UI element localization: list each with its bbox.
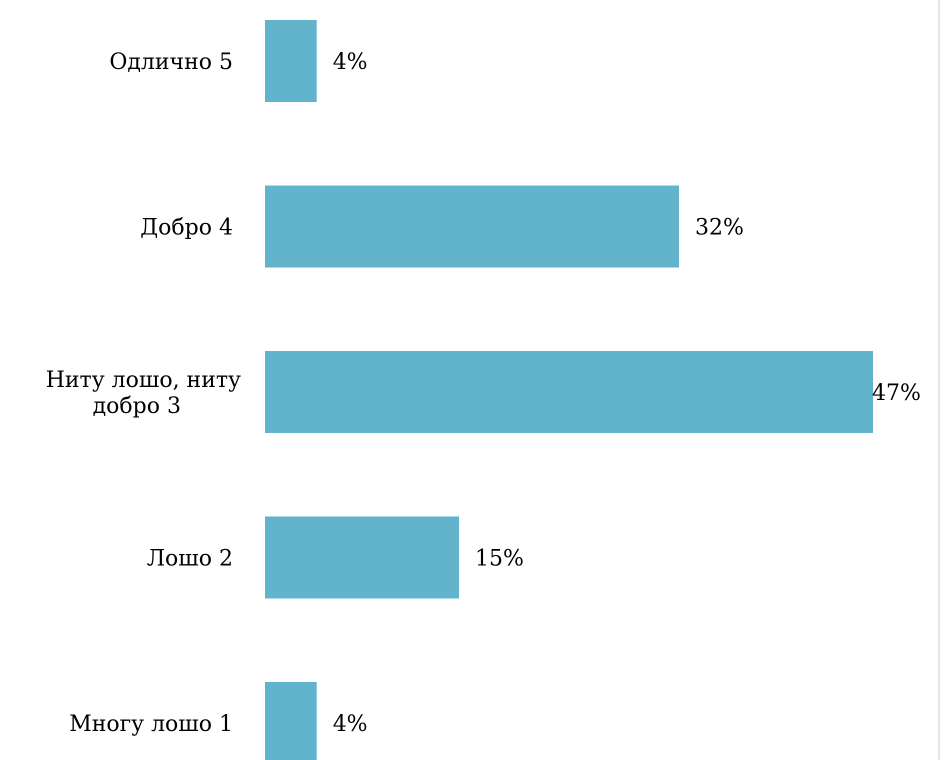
- bar-4: [265, 516, 459, 599]
- category-label-2: Добро 4: [140, 216, 233, 241]
- bar-1: [265, 20, 317, 102]
- category-label-3-line-2: добро 3: [93, 394, 181, 419]
- value-label-5: 4%: [333, 712, 368, 737]
- frame-right-border: [938, 0, 940, 760]
- category-label-4: Лошо 2: [147, 547, 233, 572]
- value-label-2: 32%: [695, 216, 744, 241]
- category-label-5: Многу лошо 1: [69, 712, 233, 737]
- bar-5: [265, 682, 317, 760]
- category-label-1: Одлично 5: [109, 50, 233, 75]
- category-label-4-line-1: Лошо 2: [147, 547, 233, 572]
- bar-3: [265, 351, 873, 433]
- value-label-4: 15%: [475, 547, 524, 572]
- category-label-3-line-1: Ниту лошо, ниту: [46, 368, 241, 393]
- bar-2: [265, 185, 679, 268]
- category-label-1-line-1: Одлично 5: [109, 50, 233, 75]
- value-label-3: 47%: [872, 381, 921, 406]
- category-label-3: Ниту лошо, ниту добро 3: [46, 368, 241, 419]
- category-label-2-line-1: Добро 4: [140, 216, 233, 241]
- category-label-5-line-1: Многу лошо 1: [69, 712, 233, 737]
- value-label-1: 4%: [333, 50, 368, 75]
